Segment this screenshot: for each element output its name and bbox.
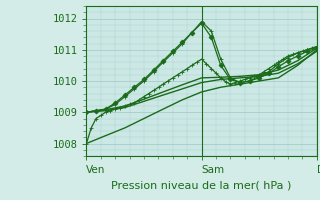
X-axis label: Pression niveau de la mer( hPa ): Pression niveau de la mer( hPa ) (111, 181, 292, 191)
